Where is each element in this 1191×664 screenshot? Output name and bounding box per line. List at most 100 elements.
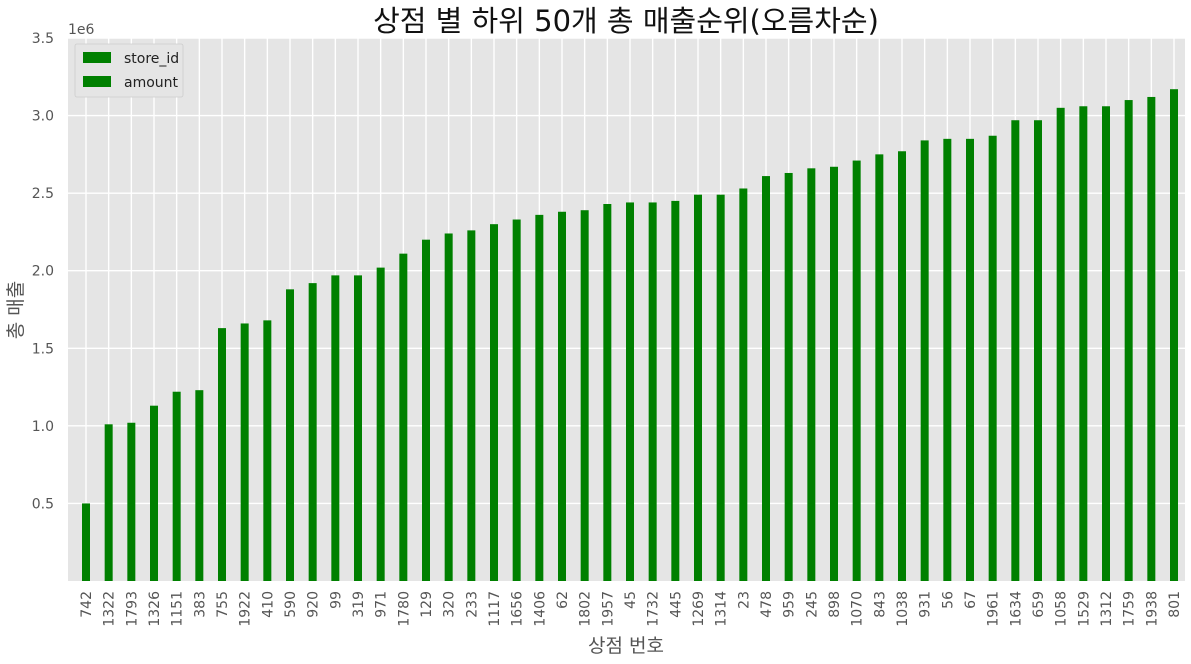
x-tick-label: 99	[328, 591, 344, 609]
x-tick-label: 1117	[487, 591, 503, 627]
x-tick-label: 843	[872, 591, 888, 618]
x-tick-label: 1406	[532, 591, 548, 627]
bar	[716, 194, 725, 582]
bar	[535, 214, 544, 581]
bar	[82, 503, 90, 581]
bar	[898, 151, 906, 582]
bar	[1102, 106, 1110, 582]
x-tick-label: 1957	[600, 591, 616, 627]
x-tick-label: 62	[555, 591, 571, 609]
bars	[82, 89, 1178, 582]
x-tick-label: 45	[623, 591, 639, 609]
x-tick-label: 478	[759, 591, 775, 618]
bar	[807, 168, 816, 581]
bar	[263, 320, 272, 581]
bar	[558, 211, 566, 581]
y-offset-label: 1e6	[68, 22, 95, 38]
x-tick-label: 319	[351, 591, 367, 618]
x-tick-label: 1732	[646, 591, 662, 627]
bar	[694, 194, 702, 582]
bar	[354, 275, 362, 581]
x-tick-label: 67	[963, 591, 979, 609]
x-tick-label: 445	[668, 591, 684, 618]
x-tick-label: 1312	[1099, 591, 1115, 627]
bar	[150, 405, 158, 581]
x-tick-label: 383	[192, 591, 208, 618]
y-axis-title: 총 매출	[5, 281, 27, 339]
legend-swatch-store-id	[83, 52, 111, 63]
bar	[444, 233, 453, 582]
legend-swatch-amount	[83, 76, 111, 87]
bar	[399, 253, 408, 582]
x-tick-label: 1634	[1008, 591, 1024, 627]
x-axis-ticks: 742 1322 1793 1326 1151 383 755 1922 410 590 920 99…	[79, 591, 1183, 627]
bar	[331, 275, 340, 581]
x-tick-label: 1529	[1076, 591, 1092, 627]
x-tick-label: 959	[782, 591, 798, 618]
legend: store_id amount	[74, 43, 184, 98]
x-tick-label: 898	[827, 591, 843, 618]
x-tick-label: 233	[464, 591, 480, 618]
x-tick-label: 920	[306, 591, 322, 618]
bar	[784, 172, 793, 581]
x-tick-label: 56	[940, 591, 956, 609]
x-tick-label: 23	[736, 591, 752, 609]
x-tick-label: 755	[215, 591, 231, 618]
bar	[920, 140, 929, 581]
bar	[286, 289, 294, 581]
x-tick-label: 1802	[578, 591, 594, 627]
x-tick-label: 1922	[238, 591, 254, 627]
x-tick-label: 410	[260, 591, 276, 618]
x-tick-label: 1058	[1054, 591, 1070, 627]
x-tick-label: 659	[1031, 591, 1047, 618]
bar	[580, 210, 589, 582]
legend-label-store-id: store_id	[124, 51, 179, 67]
x-tick-label: 1269	[691, 591, 707, 627]
bar	[739, 188, 748, 581]
y-tick-label: 0.5	[32, 496, 54, 512]
x-tick-label: 1038	[895, 591, 911, 627]
x-tick-label: 1938	[1144, 591, 1160, 627]
x-tick-label: 1656	[510, 591, 526, 627]
bar	[467, 230, 476, 581]
y-tick-label: 1.5	[32, 341, 54, 357]
x-tick-label: 1322	[102, 591, 118, 627]
x-tick-label: 129	[419, 591, 435, 618]
x-tick-label: 1151	[170, 591, 186, 627]
y-axis-ticks: 0.5 1.0 1.5 2.0 2.5 3.0 3.5	[32, 31, 54, 512]
x-tick-label: 590	[283, 591, 299, 618]
bar	[943, 138, 952, 582]
bar	[1034, 120, 1042, 582]
bar	[875, 154, 884, 581]
bar	[240, 323, 249, 581]
legend-label-amount: amount	[124, 75, 179, 91]
x-tick-label: 1326	[147, 591, 163, 627]
bar	[127, 422, 136, 581]
y-tick-label: 3.0	[32, 109, 54, 125]
bar	[1011, 120, 1020, 582]
y-tick-label: 1.0	[32, 419, 54, 435]
x-tick-label: 1780	[396, 591, 412, 627]
x-tick-label: 971	[374, 591, 390, 618]
bar	[1124, 100, 1133, 582]
bar	[1079, 106, 1088, 582]
y-tick-label: 2.0	[32, 264, 54, 280]
bar	[308, 283, 317, 581]
bar	[671, 200, 680, 581]
x-tick-label: 1070	[850, 591, 866, 627]
bar	[195, 390, 204, 581]
bar	[648, 202, 657, 582]
bar	[218, 328, 226, 581]
x-axis-title: 상점 번호	[588, 635, 664, 657]
x-tick-label: 1759	[1122, 591, 1138, 627]
x-tick-label: 320	[442, 591, 458, 618]
bar	[1056, 107, 1065, 582]
x-tick-label: 1314	[714, 591, 730, 627]
bar	[626, 202, 634, 582]
y-tick-label: 2.5	[32, 186, 54, 202]
x-tick-label: 742	[79, 591, 95, 618]
bar	[172, 391, 181, 581]
x-tick-label: 245	[804, 591, 820, 618]
bar	[830, 166, 838, 582]
